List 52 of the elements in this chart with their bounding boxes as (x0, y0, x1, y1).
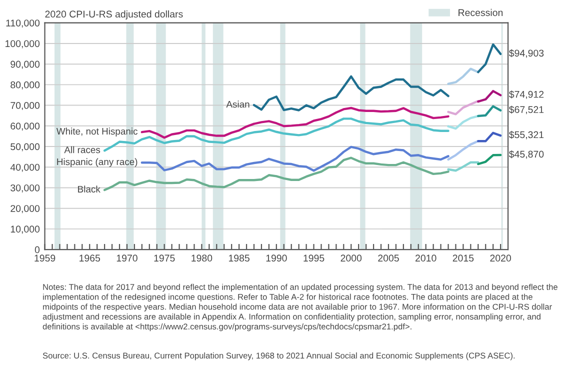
y-tick-label: 10,000 (10, 226, 40, 234)
line-series (447, 114, 480, 130)
series-label: Asian (226, 100, 250, 108)
y-tick-label: 50,000 (10, 143, 40, 152)
line-series (477, 154, 502, 166)
y-tick-label: 70,000 (10, 102, 40, 110)
y-axis-title: 2020 CPI-U-RS adjusted dollars (45, 10, 183, 20)
y-tick-label: 30,000 (10, 184, 40, 192)
y-tick-label: 0 (34, 246, 40, 254)
line-series (447, 100, 480, 116)
legend-label: Recession (458, 8, 503, 16)
x-tick-label: 1985 (228, 254, 250, 262)
x-tick-label: 2000 (340, 254, 362, 262)
line-series (447, 68, 480, 85)
line-series (103, 118, 450, 152)
line-series (252, 75, 450, 112)
data-label: $55,321 (509, 130, 544, 140)
x-tick-label: 1970 (116, 254, 138, 262)
line-series (140, 146, 450, 172)
source-note: Source: U.S. Census Bureau, Current Population Survey, 1968 to 2021 Annual Social and Economic Supplements (CPS ASEC). (42, 352, 515, 360)
series-label: Hispanic (any race) (57, 158, 138, 167)
data-label: $94,903 (509, 49, 544, 58)
line-series (477, 90, 502, 103)
y-tick-label: 110,000 (6, 20, 40, 28)
x-tick-label: 1975 (154, 254, 175, 262)
y-tick-label: 90,000 (10, 60, 40, 69)
y-tick-label: 100,000 (6, 40, 40, 48)
x-tick-label: 1965 (80, 254, 100, 262)
line-series (140, 106, 450, 139)
data-label: $45,870 (509, 150, 544, 159)
x-tick-label: 1980 (192, 254, 212, 262)
line-series (477, 43, 502, 74)
series-label: White, not Hispanic (56, 128, 138, 136)
y-tick-label: 40,000 (10, 164, 40, 172)
x-tick-label: 2015 (452, 254, 474, 262)
text: Notes: The data for 2017 and beyond reflect the implementation of an updated processing system. The data for 2013 and beyond reflect the implementation of the redesigned income questions. Refer to Table A-2 for historical race footnotes. The data points are placed at the midpoints of the respective years. Median household income data are not available prior to 1967. More information on the CPI-U-RS dollar adjustment and recessions are available in Appendix A. Information on confidentiality protection, sampling error, nonsampling error, and definitions is available at <https://www2.census.gov/programs-surveys/cps/techdocs/cpsmar21.pdf>. (42, 284, 558, 332)
x-tick-label: 2010 (416, 254, 436, 262)
data-label: $67,521 (509, 106, 544, 114)
x-tick-label: 2020 (490, 254, 511, 262)
y-tick-label: 60,000 (10, 122, 40, 131)
series-label: All races (64, 146, 100, 154)
x-tick-label: 1995 (304, 254, 324, 262)
data-label: $74,912 (509, 90, 544, 99)
y-tick-label: 80,000 (10, 81, 40, 90)
x-tick-label: 1959 (34, 254, 56, 262)
series-label: Black (78, 186, 100, 193)
line-series (477, 105, 502, 118)
x-tick-label: 2005 (378, 254, 399, 262)
y-tick-label: 20,000 (10, 205, 40, 214)
x-tick-label: 1990 (266, 254, 287, 262)
line-series (447, 161, 480, 172)
line-series (447, 140, 480, 161)
